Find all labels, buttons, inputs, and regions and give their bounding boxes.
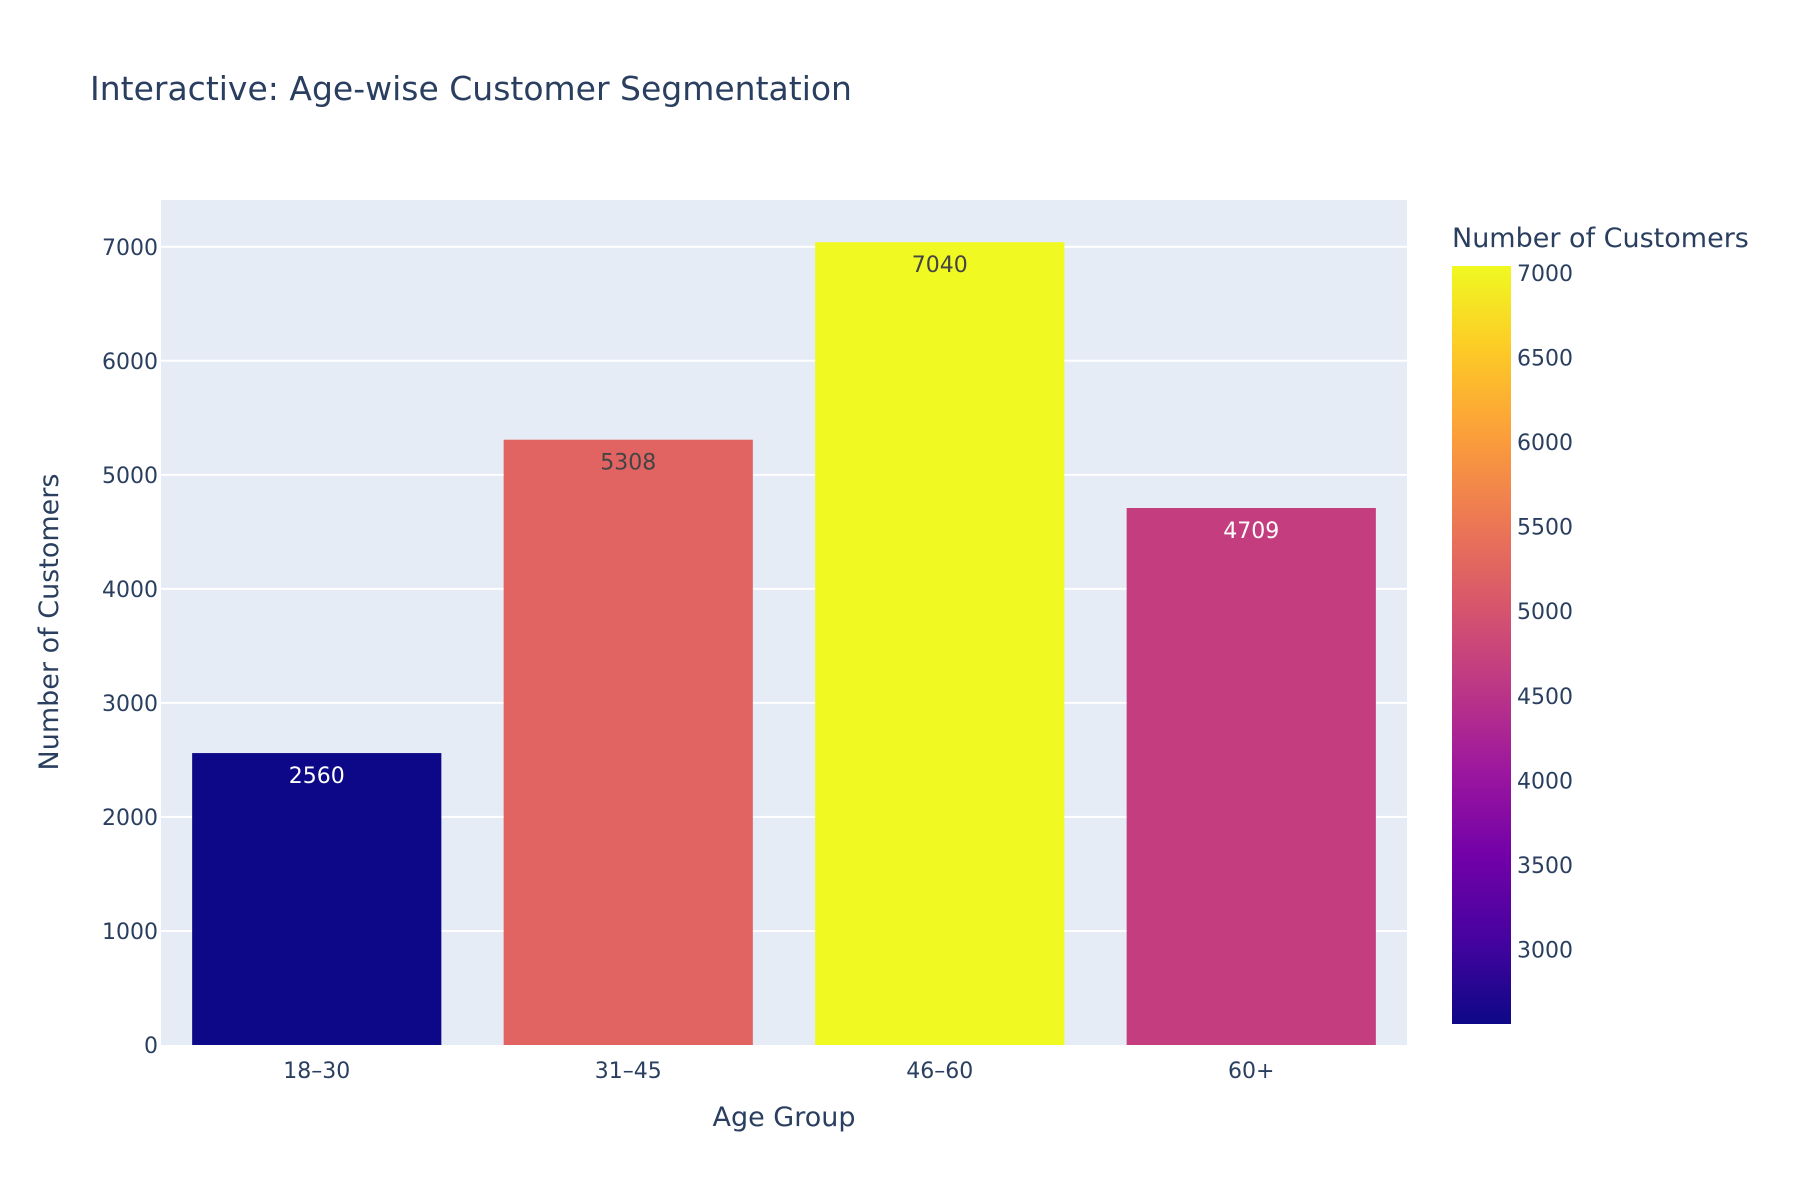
bar[interactable] [192,753,442,1045]
colorbar-title: Number of Customers [1452,223,1749,254]
y-tick-label: 0 [144,1034,158,1059]
x-axis-title: Age Group [712,1102,855,1133]
bar-value-labels: 2560 5308 7040 4709 [289,253,1280,789]
colorbar-tick-label: 4500 [1517,685,1573,710]
bar-value-label: 5308 [600,451,656,476]
chart-title: Interactive: Age-wise Customer Segmentat… [90,69,852,108]
bar-value-label: 7040 [912,253,968,278]
x-tick-label: 46–60 [906,1059,973,1084]
x-tick-label: 31–45 [595,1059,662,1084]
y-tick-label: 6000 [102,350,158,375]
y-axis-title: Number of Customers [34,474,65,771]
y-axis-ticks: 0 1000 2000 3000 4000 5000 6000 7000 [102,236,158,1059]
colorbar-tick-label: 6000 [1517,431,1573,456]
colorbar-tick-label: 4000 [1517,769,1573,794]
y-tick-label: 5000 [102,464,158,489]
y-tick-label: 7000 [102,236,158,261]
y-tick-label: 2000 [102,806,158,831]
colorbar-tick-label: 5000 [1517,600,1573,625]
x-tick-label: 60+ [1228,1059,1274,1084]
bar[interactable] [1126,508,1376,1045]
colorbar-tick-label: 3000 [1517,939,1573,964]
y-tick-label: 1000 [102,920,158,945]
colorbar-tick-label: 5500 [1517,516,1573,541]
bar[interactable] [503,439,753,1045]
colorbar-ticks: 3000 3500 4000 4500 5000 5500 6000 6500 7000 [1517,262,1573,964]
colorbar-tick-label: 3500 [1517,854,1573,879]
bars [192,242,1376,1045]
x-tick-label: 18–30 [283,1059,350,1084]
bar-value-label: 2560 [289,764,345,789]
colorbar-tick-label: 7000 [1517,262,1573,287]
y-tick-label: 4000 [102,578,158,603]
colorbar [1452,266,1511,1024]
colorbar-tick-label: 6500 [1517,346,1573,371]
bar-value-label: 4709 [1223,519,1279,544]
y-tick-label: 3000 [102,692,158,717]
x-axis-ticks: 18–30 31–45 46–60 60+ [283,1059,1274,1084]
bar[interactable] [815,242,1065,1045]
